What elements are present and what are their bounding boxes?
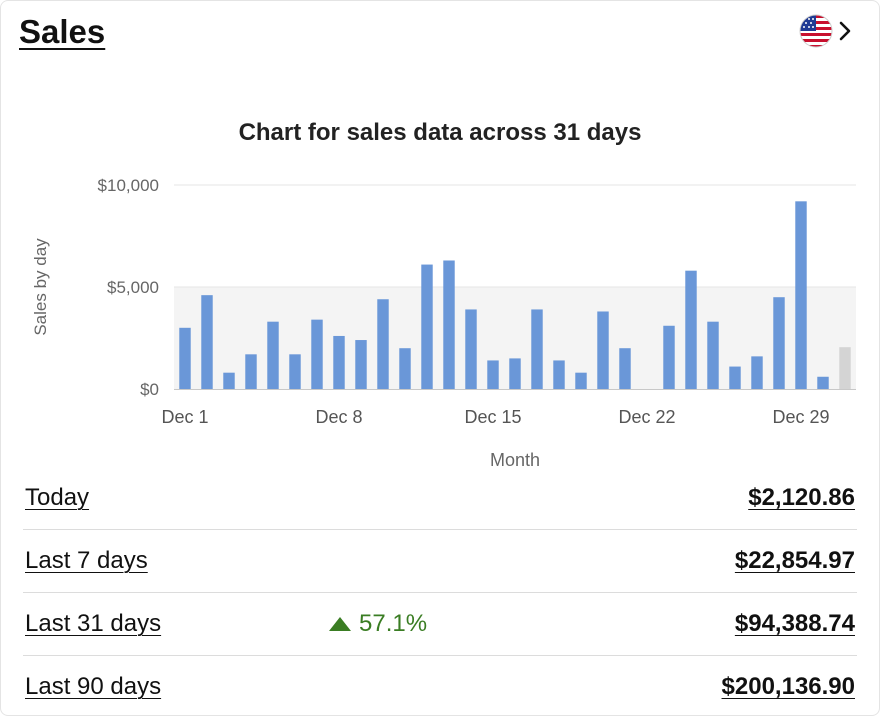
- summary-value-last-7-days[interactable]: $22,854.97: [734, 547, 855, 574]
- chart-bar: [289, 354, 301, 389]
- chart-bar: [487, 360, 499, 389]
- change-percent: 57.1%: [359, 610, 428, 637]
- chart-bar: [311, 319, 323, 389]
- x-tick-label: Dec 29: [772, 407, 829, 427]
- x-axis-label: Month: [490, 450, 540, 470]
- chart-bar: [201, 295, 213, 389]
- summary-value-last-90-days[interactable]: $200,136.90: [721, 673, 855, 700]
- chart-bar: [223, 372, 235, 389]
- chart-bar: [597, 311, 609, 389]
- chart-bar: [443, 260, 455, 389]
- chart-bar: [245, 354, 257, 389]
- chart-bar: [179, 327, 191, 389]
- y-tick-label: $5,000: [107, 278, 159, 297]
- summary-label-last-90-days[interactable]: Last 90 days: [25, 673, 162, 700]
- x-tick-label: Dec 8: [315, 407, 362, 427]
- chart-bar: [619, 348, 631, 389]
- chart-bar: [839, 347, 851, 389]
- chart-bar: [509, 358, 521, 389]
- summary-list: Today $2,120.86 Last 7 days $22,854.97 L…: [23, 467, 857, 718]
- summary-value-today[interactable]: $2,120.86: [748, 484, 855, 511]
- chart-bar: [663, 325, 675, 389]
- chart-title: Chart for sales data across 31 days: [238, 119, 642, 146]
- change-indicator: 57.1%: [329, 610, 427, 638]
- summary-label-last-7-days[interactable]: Last 7 days: [25, 547, 148, 574]
- chart-bar: [729, 366, 741, 389]
- x-tick-label: Dec 1: [161, 407, 208, 427]
- chart-bar: [817, 376, 829, 389]
- chart-bar: [355, 340, 367, 389]
- chart-bar: [465, 309, 477, 389]
- summary-row-today: Today $2,120.86: [23, 467, 857, 530]
- chart-bar: [751, 356, 763, 389]
- chart-bar: [531, 309, 543, 389]
- summary-label-last-31-days[interactable]: Last 31 days: [25, 610, 162, 637]
- region-selector[interactable]: [799, 13, 861, 49]
- summary-label-today[interactable]: Today: [25, 484, 90, 511]
- chart-bar: [795, 201, 807, 389]
- chart-bar: [421, 264, 433, 389]
- x-tick-label: Dec 15: [464, 407, 521, 427]
- chevron-right-icon: [839, 21, 851, 41]
- sales-bar-chart: $0 $5,000 $10,000 Sales by day Dec 1 Dec 8 Dec…: [31, 176, 856, 470]
- page-title[interactable]: Sales: [19, 13, 106, 50]
- chart-bar: [773, 297, 785, 389]
- triangle-up-icon: [329, 617, 351, 631]
- chart-bar: [267, 321, 279, 389]
- chart-bar: [399, 348, 411, 389]
- chart-bar: [333, 335, 345, 389]
- y-tick-label: $10,000: [98, 176, 159, 195]
- summary-row-last-7-days: Last 7 days $22,854.97: [23, 530, 857, 593]
- chart-bar: [575, 372, 587, 389]
- chart-bar: [707, 321, 719, 389]
- chart-bar: [377, 299, 389, 389]
- summary-row-last-31-days: Last 31 days 57.1% $94,388.74: [23, 593, 857, 656]
- x-tick-label: Dec 22: [618, 407, 675, 427]
- y-tick-label: $0: [140, 380, 159, 399]
- summary-value-last-31-days[interactable]: $94,388.74: [734, 610, 855, 637]
- chart-bar: [553, 360, 565, 389]
- chart-bar: [685, 270, 697, 389]
- summary-row-last-90-days: Last 90 days $200,136.90: [23, 656, 857, 718]
- us-flag-icon: [799, 14, 833, 48]
- y-axis-label: Sales by day: [31, 238, 50, 336]
